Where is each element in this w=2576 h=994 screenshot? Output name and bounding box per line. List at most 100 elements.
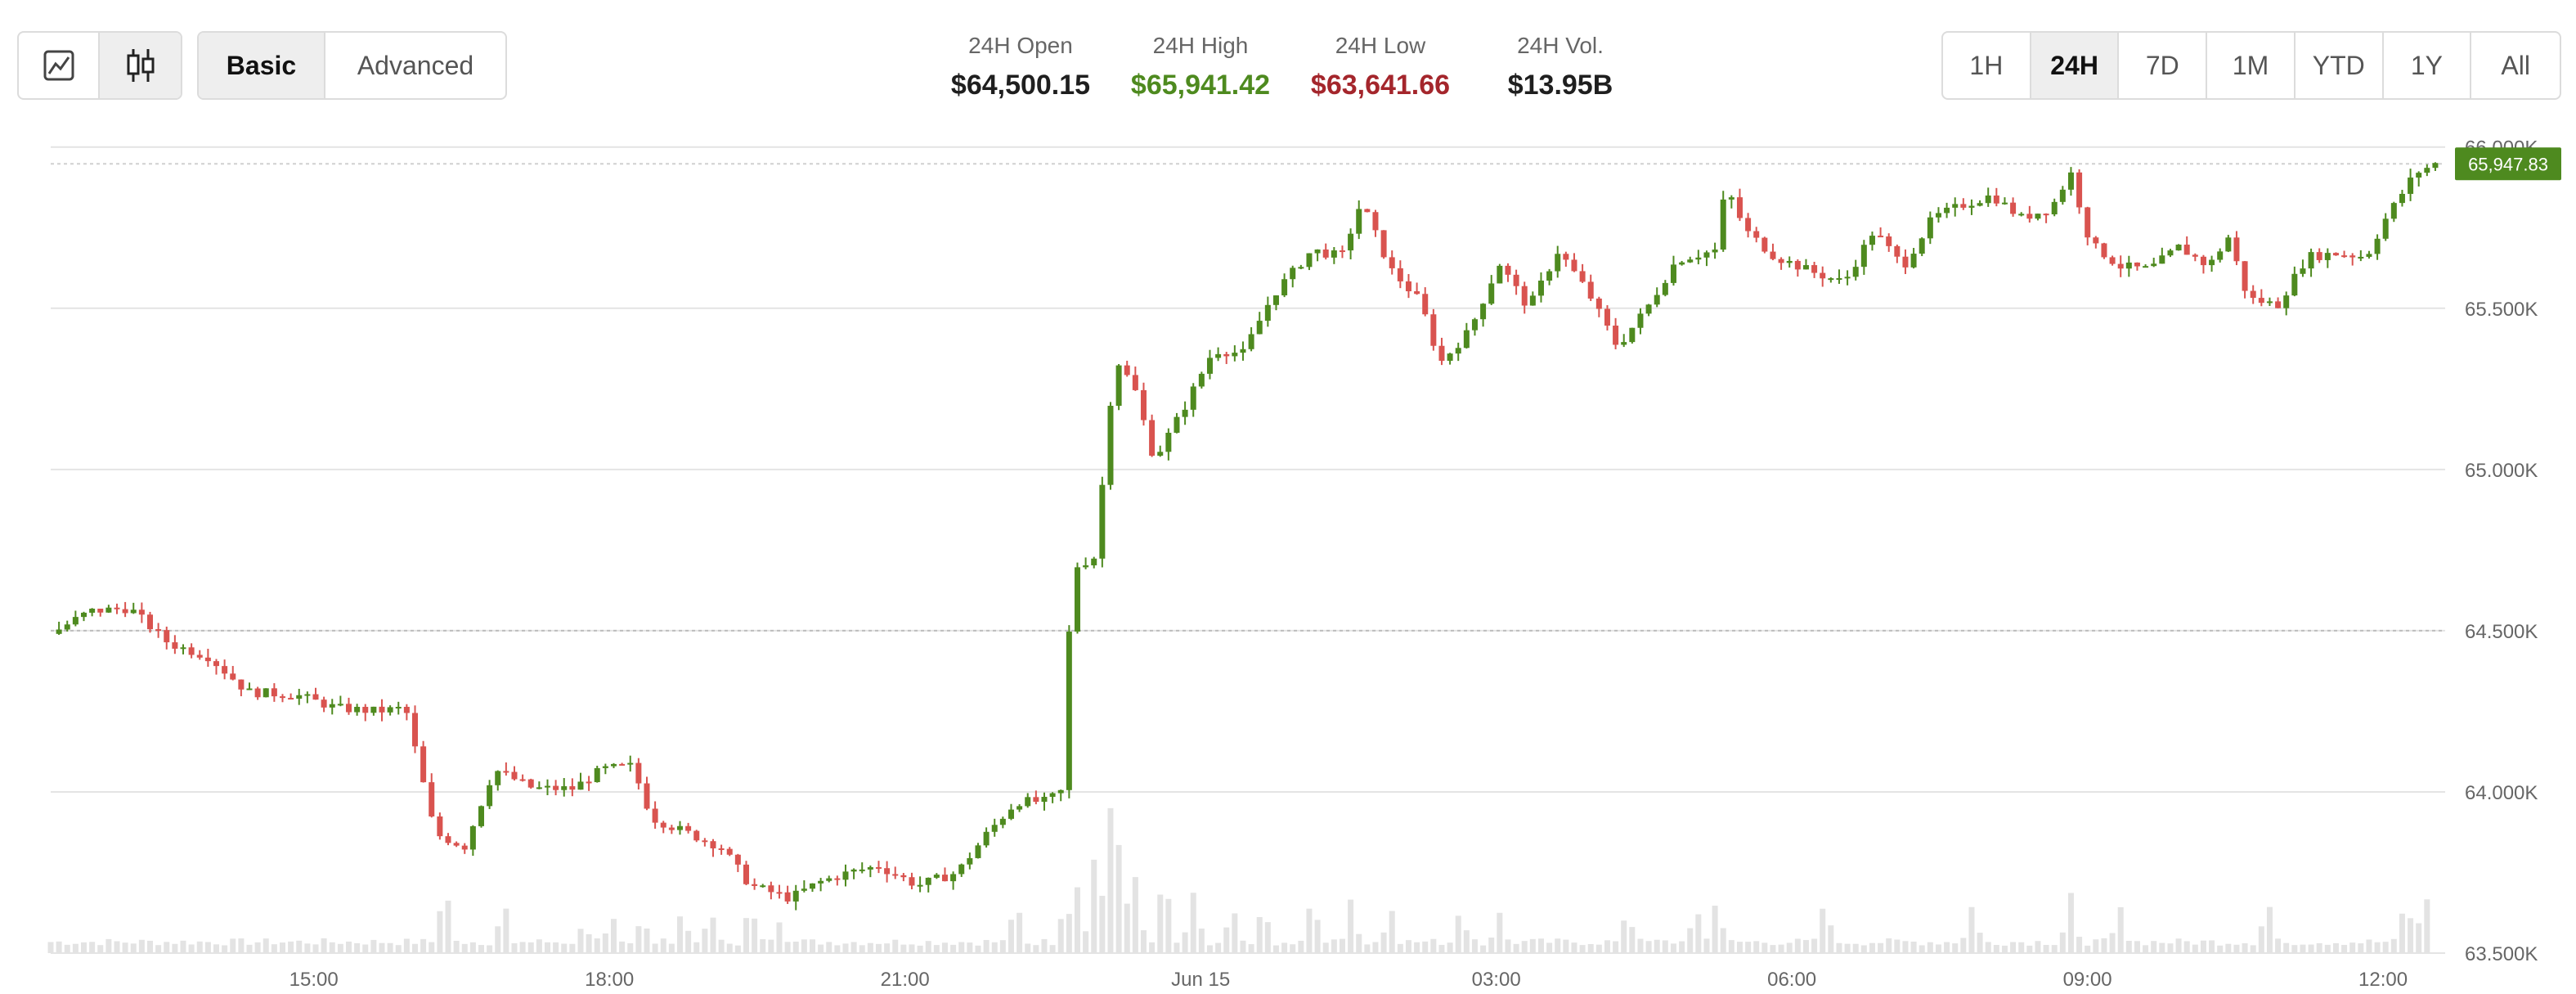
- candle-body: [660, 822, 666, 828]
- volume-bar: [1529, 938, 1536, 953]
- range-24h-button[interactable]: 24H: [2031, 33, 2120, 98]
- candle-body: [875, 866, 882, 869]
- candle-body: [2250, 290, 2256, 299]
- candle-body: [337, 704, 343, 706]
- candle-body: [246, 688, 253, 690]
- candle-body: [105, 607, 112, 613]
- candle-body: [429, 782, 435, 816]
- candle-body: [1232, 353, 1238, 357]
- volume-bar: [2283, 942, 2290, 953]
- advanced-mode-button[interactable]: Advanced: [357, 50, 474, 80]
- volume-bar: [445, 900, 451, 953]
- candle-body: [411, 713, 418, 747]
- candle-body: [188, 647, 195, 655]
- volume-bar: [577, 929, 584, 953]
- candle-body: [1356, 209, 1362, 234]
- line-chart-button[interactable]: [19, 33, 100, 98]
- candle-body: [594, 767, 600, 783]
- volume-bar: [2175, 938, 2182, 953]
- candle-body: [602, 766, 608, 768]
- volume-bar: [1223, 927, 1230, 953]
- candle-body: [2424, 168, 2430, 173]
- volume-bar: [1480, 945, 1487, 953]
- candle-body: [1869, 236, 1875, 245]
- volume-bar: [2382, 942, 2389, 953]
- basic-mode-button[interactable]: Basic: [199, 33, 325, 98]
- volume-bar: [2093, 939, 2099, 953]
- candle-body: [1546, 271, 1553, 281]
- candle-body: [1033, 797, 1039, 803]
- candle-body: [627, 762, 634, 765]
- volume-bar: [792, 942, 799, 953]
- candle-body: [1488, 283, 1495, 304]
- volume-bar: [702, 929, 708, 953]
- volume-bar: [329, 942, 335, 953]
- range-all-button[interactable]: All: [2501, 50, 2530, 80]
- volume-bar: [56, 941, 62, 953]
- volume-bar: [495, 926, 501, 953]
- candle-body: [437, 816, 443, 837]
- volume-bar: [1397, 943, 1403, 953]
- volume-bar: [536, 939, 542, 953]
- volume-bar: [146, 940, 153, 953]
- range-1y-button[interactable]: 1Y: [2384, 33, 2472, 98]
- range-1m-button[interactable]: 1M: [2207, 33, 2296, 98]
- candle-body: [1985, 196, 1991, 204]
- volume-bar: [734, 945, 741, 953]
- range-7d-button[interactable]: 7D: [2119, 33, 2208, 98]
- volume-bar: [1083, 931, 1089, 953]
- candle-body: [2382, 218, 2389, 239]
- volume-bar: [1132, 877, 1138, 953]
- volume-bar: [1985, 942, 1991, 953]
- candle-body: [2358, 256, 2364, 259]
- x-tick-label: 18:00: [585, 969, 634, 991]
- volume-bar: [1198, 929, 1205, 953]
- candle-body: [2390, 203, 2397, 219]
- candle-body: [776, 892, 783, 894]
- volume-bar: [2390, 938, 2397, 953]
- volume-bar: [1679, 941, 1685, 953]
- candle-body: [1140, 389, 1147, 421]
- candle-body: [2143, 266, 2149, 268]
- volume-bar: [2067, 893, 2074, 953]
- volume-bar: [586, 933, 592, 953]
- volume-bar: [1563, 939, 1569, 953]
- candle-body: [1778, 259, 1784, 263]
- volume-bar: [2151, 941, 2157, 953]
- candle-body: [445, 836, 451, 843]
- volume-bar: [1414, 942, 1420, 953]
- range-ytd-button[interactable]: YTD: [2296, 33, 2384, 98]
- volume-bar: [1091, 859, 1097, 953]
- volume-bar: [627, 942, 634, 953]
- candle-body: [1025, 797, 1031, 807]
- candle-body: [172, 642, 178, 649]
- volume-bar: [337, 943, 343, 953]
- volume-bar: [469, 942, 476, 953]
- volume-bar: [1256, 916, 1263, 953]
- volume-bar: [1728, 940, 1735, 953]
- volume-bar: [1736, 942, 1743, 953]
- volume-bar: [1356, 933, 1362, 953]
- candlestick-button[interactable]: [100, 33, 181, 98]
- volume-bar: [884, 943, 891, 953]
- volume-bar: [1820, 908, 1826, 953]
- volume-bar: [1331, 939, 1337, 953]
- volume-bar: [726, 943, 733, 953]
- volume-bar: [420, 938, 427, 953]
- range-1h-button[interactable]: 1H: [1943, 33, 2031, 98]
- x-tick-label: 09:00: [2063, 969, 2112, 991]
- candle-body: [254, 688, 261, 698]
- stat-label: 24H High: [1152, 33, 1249, 58]
- candle-body: [2266, 301, 2273, 304]
- candle-body: [2283, 295, 2290, 308]
- candle-body: [2316, 252, 2322, 260]
- candle-body: [362, 707, 369, 713]
- volume-bar: [1372, 942, 1379, 953]
- price-chart[interactable]: 63.500K64.000K64.500K65.000K65.500K66.00…: [0, 131, 2576, 994]
- candle-body: [917, 884, 923, 887]
- volume-bar: [1894, 939, 1901, 953]
- candle-body: [1272, 295, 1279, 305]
- candlestick-icon: [127, 49, 154, 82]
- candle-body: [1736, 197, 1743, 218]
- volume-bar: [1761, 942, 1768, 953]
